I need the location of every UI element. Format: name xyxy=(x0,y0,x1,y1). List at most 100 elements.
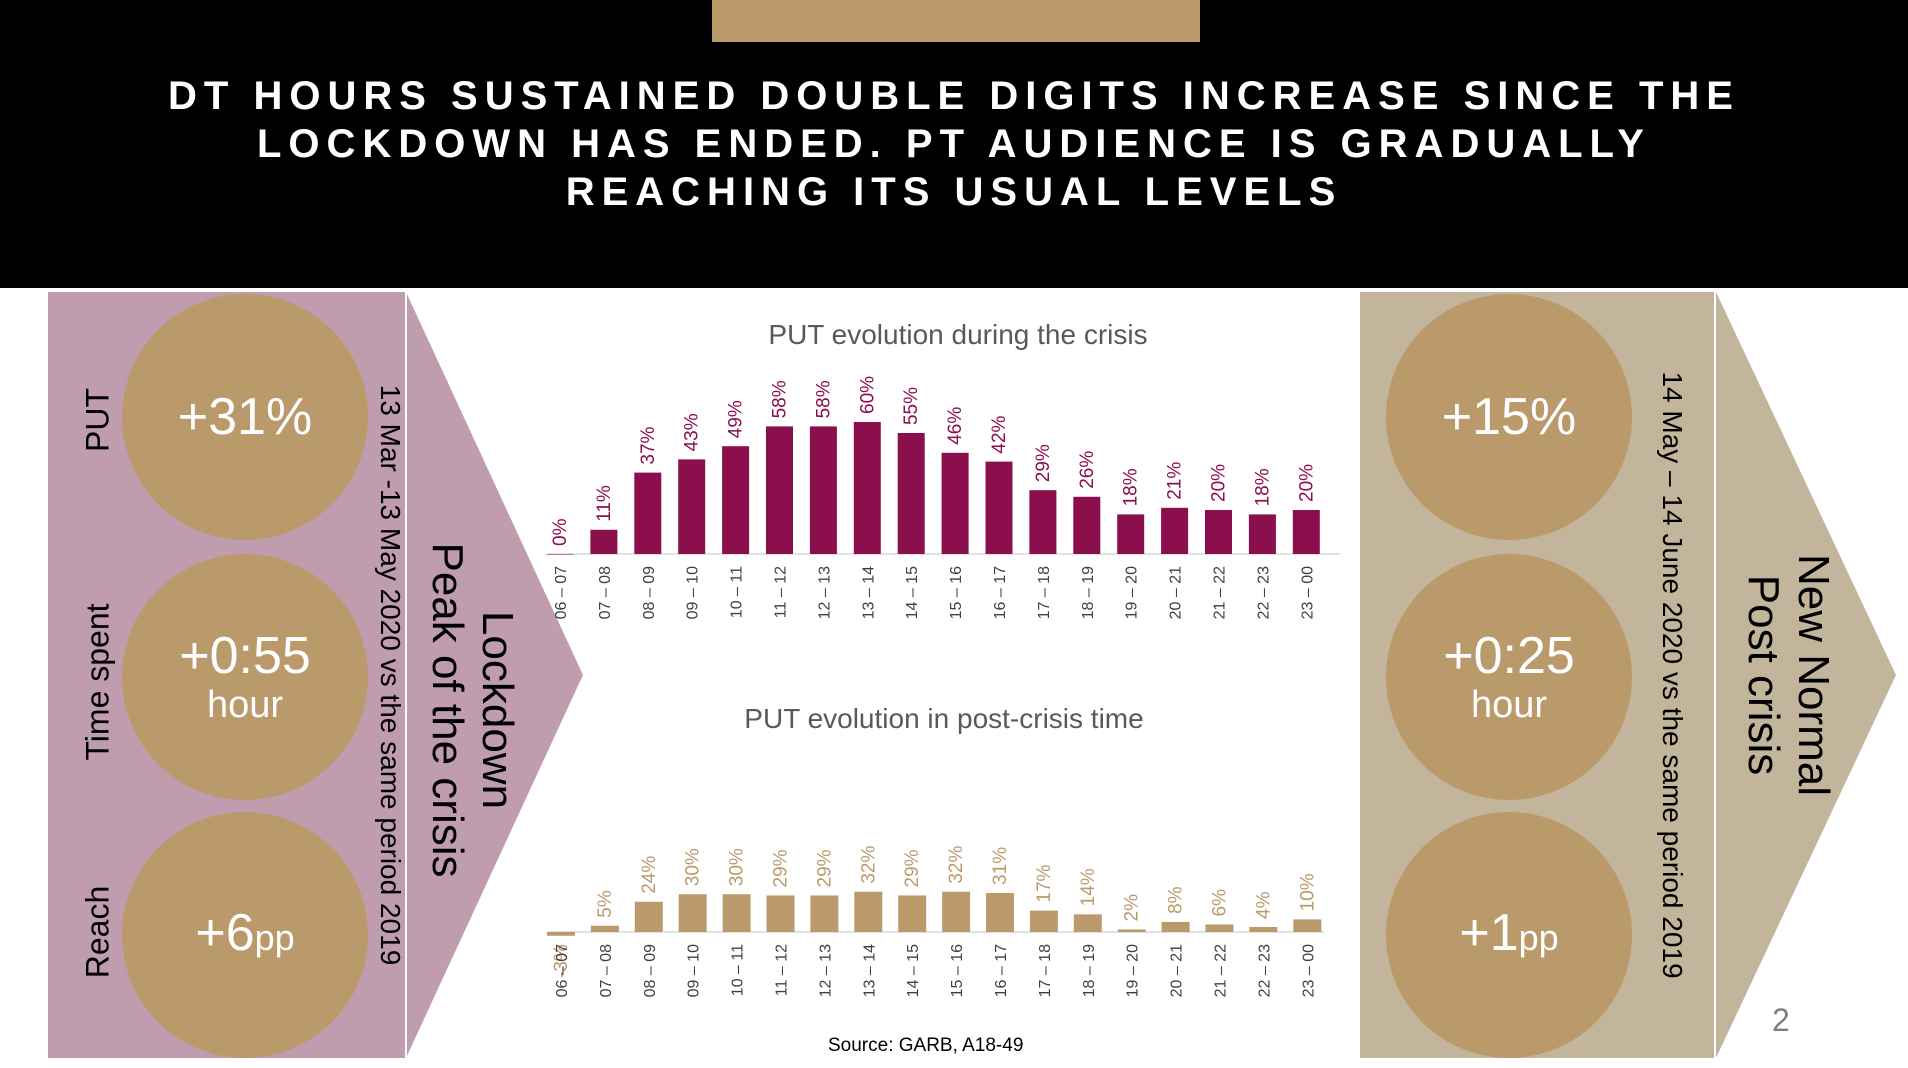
chart-1-data-label: 58% xyxy=(813,380,834,418)
chart-2-bar xyxy=(898,895,927,932)
chart-1-bar xyxy=(590,529,618,554)
chart-1-data-label: 26% xyxy=(1077,451,1098,489)
chart-1-data-label: 20% xyxy=(1209,464,1230,502)
chart-2-bar xyxy=(1293,919,1322,932)
charts-area: PUT evolution during the crisis 0% 06 – 07… xyxy=(546,319,1340,997)
reach-value-post: +1pp xyxy=(1459,903,1559,962)
chart-2-tick-label: 06 – 07 xyxy=(554,944,571,997)
chart-2-tick-label: 23 – 00 xyxy=(1300,944,1317,997)
chart-2-data-label: 32% xyxy=(946,846,967,884)
chart-1-data-label: 21% xyxy=(1165,462,1186,500)
chart-2-tick-label: 12 – 13 xyxy=(817,944,834,997)
chart-2-tick-label: 07 – 08 xyxy=(598,944,615,997)
chart-2-bar xyxy=(1117,929,1146,932)
chart-2-data-label: 30% xyxy=(727,848,748,886)
chart-1-bar xyxy=(1117,514,1145,554)
reach-circle-post: +1pp xyxy=(1386,812,1632,1058)
chart-2-tick-label: 17 – 18 xyxy=(1037,944,1054,997)
chart-1-data-label: 29% xyxy=(1033,444,1054,482)
chart-1-bar xyxy=(1161,507,1189,554)
title-banner: DT HOURS SUSTAINED DOUBLE DIGITS INCREAS… xyxy=(0,0,1908,288)
post-crisis-phase-title: New Normal Post crisis xyxy=(1739,553,1838,797)
lockdown-panel: PUT Time spent Reach +31% +0:55 hour +6p… xyxy=(48,292,588,1058)
chart-2-tick-label: 14 – 15 xyxy=(905,944,922,997)
page-title: DT HOURS SUSTAINED DOUBLE DIGITS INCREAS… xyxy=(168,74,1740,214)
chart-1-data-label: 11% xyxy=(594,485,615,522)
chart-2-bar xyxy=(1249,926,1278,932)
chart-1-bar xyxy=(1029,490,1057,554)
chart-1-data-label: 43% xyxy=(682,413,703,451)
chart-1-bar xyxy=(809,426,837,554)
chart-2-data-label: 24% xyxy=(639,856,660,894)
chart-1-bar xyxy=(853,422,881,554)
chart-1-bar xyxy=(1205,510,1232,554)
chart-1-tick-label: 14 – 15 xyxy=(904,566,921,619)
chart-1-data-label: 46% xyxy=(945,407,966,445)
put-value: +31% xyxy=(177,388,313,446)
chart-2-data-label: 17% xyxy=(1034,864,1055,902)
chart-1-bar xyxy=(1073,496,1101,554)
chart-1-bar xyxy=(941,452,969,554)
metric-label-time-spent: Time spent xyxy=(79,603,116,761)
chart-2-tick-label: 15 – 16 xyxy=(949,944,966,997)
chart-1-tick-label: 20 – 21 xyxy=(1168,566,1185,619)
chart-1-data-label: 18% xyxy=(1252,468,1273,506)
chart-2-tick-label: 13 – 14 xyxy=(861,944,878,997)
chart-1-bar xyxy=(766,426,793,554)
chart-2-bar xyxy=(986,892,1014,932)
chart-1-bar xyxy=(897,433,925,554)
chart-2-tick-label: 08 – 09 xyxy=(642,944,659,997)
reach-circle: +6pp xyxy=(122,812,368,1058)
chart-1-tick-label: 19 – 20 xyxy=(1124,566,1141,619)
chart-2-bar xyxy=(766,895,795,932)
chart-1-bar xyxy=(546,554,574,555)
chart-1-tick-label: 16 – 17 xyxy=(992,566,1009,619)
chart-1-data-label: 0% xyxy=(550,518,571,546)
chart-2-tick-label: 10 – 11 xyxy=(730,944,747,996)
chart-1-data-label: 49% xyxy=(726,400,747,438)
chart-2-tick-label: 18 – 19 xyxy=(1081,944,1098,997)
chart-2-data-label: 30% xyxy=(683,848,704,886)
chart-1-tick-label: 13 – 14 xyxy=(860,566,877,619)
chart-2-bar xyxy=(1073,914,1102,932)
chart-2-data-label: 5% xyxy=(595,890,616,918)
post-crisis-panel: +15% +0:25 hour +1pp 14 May – 14 June 20… xyxy=(1360,292,1900,1058)
chart-1-data-label: 55% xyxy=(901,387,922,425)
chart-2-data-label: -3% xyxy=(551,944,572,978)
time-spent-circle-post: +0:25 hour xyxy=(1386,554,1632,800)
chart-1-tick-label: 22 – 23 xyxy=(1255,566,1272,619)
chart-2-title: PUT evolution in post-crisis time xyxy=(744,703,1143,734)
chart-1-tick-label: 12 – 13 xyxy=(816,566,833,619)
chart-2-bar xyxy=(942,891,971,932)
chart-1-data-label: 20% xyxy=(1296,464,1317,502)
chart-1-bar xyxy=(678,459,706,554)
chart-1-tick-label: 21 – 22 xyxy=(1212,566,1229,619)
put-value-post: +15% xyxy=(1441,388,1577,446)
page-number: 2 xyxy=(1772,1002,1790,1038)
chart-2-tick-label: 21 – 22 xyxy=(1213,944,1230,997)
chart-1-tick-label: 06 – 07 xyxy=(553,566,570,619)
chart-2-data-label: 2% xyxy=(1122,894,1143,922)
chart-2-bar xyxy=(590,925,619,932)
chart-2-data-label: 29% xyxy=(902,849,923,887)
chart-2-bar xyxy=(1029,910,1058,932)
chart-2-bar xyxy=(678,894,707,932)
put-circle: +31% xyxy=(122,294,368,540)
chart-1-bar xyxy=(985,461,1013,554)
time-spent-value-post: +0:25 xyxy=(1443,627,1575,685)
chart-2-bar xyxy=(854,891,883,932)
chart-1-tick-label: 11 – 12 xyxy=(773,566,790,618)
chart-1-tick-label: 18 – 19 xyxy=(1080,566,1097,619)
chart-1-tick-label: 10 – 11 xyxy=(729,566,746,618)
chart-2-data-label: 31% xyxy=(990,847,1011,885)
chart-1-bar xyxy=(722,446,750,554)
lockdown-period: 13 Mar -13 May 2020 vs the same period 2… xyxy=(375,384,406,966)
chart-1-data-label: 37% xyxy=(638,426,659,464)
chart-1-data-label: 60% xyxy=(857,376,878,414)
post-crisis-period: 14 May – 14 June 2020 vs the same period… xyxy=(1657,371,1688,979)
chart-1-tick-label: 15 – 16 xyxy=(948,566,965,619)
chart-1-bar xyxy=(634,472,662,554)
chart-1-bar xyxy=(1248,514,1276,554)
chart-2-tick-label: 11 – 12 xyxy=(774,944,791,996)
chart-2-data-label: 32% xyxy=(858,846,879,884)
